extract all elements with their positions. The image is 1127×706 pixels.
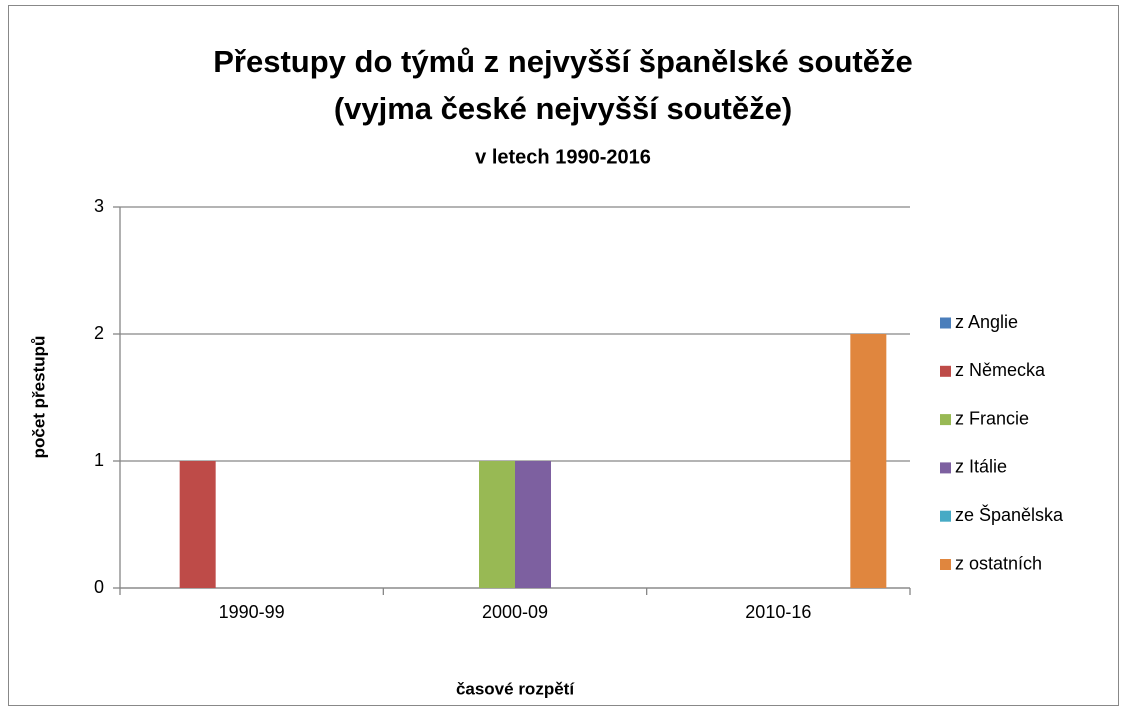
y-tick-label: 3 [94, 196, 104, 216]
x-axis-label: časové rozpětí [456, 679, 575, 698]
legend-swatch [940, 414, 951, 426]
chart-title: Přestupy do týmů z nejvyšší španělské so… [213, 44, 912, 79]
legend-label: z ostatních [955, 553, 1042, 573]
legend-swatch [940, 462, 951, 474]
chart-subtitle: v letech 1990-2016 [475, 146, 651, 168]
x-tick-label: 1990-99 [219, 602, 285, 622]
x-tick-label: 2000-09 [482, 602, 548, 622]
y-tick-label: 2 [94, 323, 104, 343]
y-tick-label: 0 [94, 577, 104, 597]
bar [515, 461, 551, 588]
x-tick-label: 2010-16 [745, 602, 811, 622]
bar [850, 334, 887, 588]
legend-swatch [940, 510, 951, 522]
legend-label: ze Španělska [955, 504, 1064, 525]
bar [179, 461, 216, 588]
bar [479, 461, 515, 588]
y-axis-label: počet přestupů [29, 336, 48, 459]
legend-swatch [940, 365, 951, 377]
legend-label: z Francie [955, 408, 1029, 428]
legend-label: z Německa [955, 360, 1046, 380]
chart-title: (vyjma české nejvyšší soutěže) [334, 91, 792, 126]
legend-label: z Itálie [955, 457, 1007, 477]
legend-swatch [940, 559, 951, 570]
legend-swatch [940, 317, 951, 329]
y-tick-label: 1 [94, 450, 104, 470]
legend-label: z Anglie [955, 312, 1018, 332]
chart-frame [8, 5, 1119, 706]
